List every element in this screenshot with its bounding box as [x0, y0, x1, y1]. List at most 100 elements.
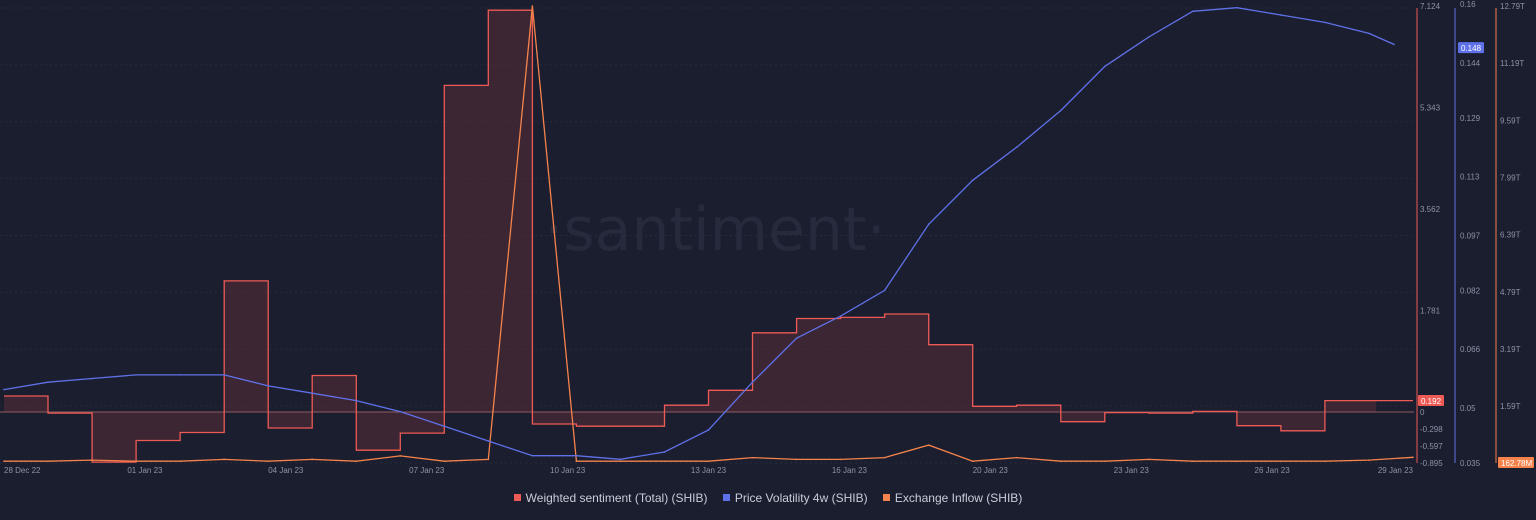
volatility-series	[3, 6, 1395, 461]
volatility-point	[267, 385, 269, 387]
legend-swatch-inflow	[882, 494, 890, 501]
volatility-point	[1059, 109, 1062, 112]
x-tick-label: 04 Jan 23	[268, 466, 304, 475]
volatility-point	[531, 454, 534, 457]
x-tick-label: 20 Jan 23	[973, 466, 1009, 475]
legend-label-inflow: Exchange Inflow (SHIB)	[894, 490, 1023, 505]
inflow-point	[1148, 458, 1150, 461]
inflow-point	[135, 460, 137, 463]
inflow-point	[1324, 460, 1326, 463]
inflow-point	[1368, 459, 1370, 461]
volatility-point	[1393, 43, 1395, 46]
volatility-point	[355, 399, 358, 402]
sentiment-tick-label: -0.597	[1420, 442, 1443, 451]
legend-label-volatility: Price Volatility 4w (SHIB)	[734, 490, 868, 505]
volatility-point	[1324, 21, 1326, 24]
volatility-point	[223, 374, 225, 376]
x-tick-label: 26 Jan 23	[1255, 466, 1291, 475]
inflow-point	[1192, 460, 1194, 463]
volatility-point	[399, 410, 402, 413]
inflow-point	[355, 460, 358, 463]
inflow-point	[1236, 460, 1238, 463]
volatility-tick-label: 0.097	[1460, 231, 1481, 240]
volatility-tick-label: 0.05	[1460, 404, 1476, 413]
volatility-point	[1103, 65, 1106, 68]
inflow-point	[663, 460, 666, 463]
inflow-point	[883, 456, 886, 459]
inflow-point	[3, 460, 5, 463]
sentiment-current-badge: 0.192	[1421, 397, 1442, 406]
inflow-point	[443, 460, 446, 463]
inflow-point	[795, 458, 798, 461]
inflow-point	[487, 458, 490, 461]
volatility-tick-label: 0.129	[1460, 114, 1481, 123]
inflow-tick-label: 7.99T	[1500, 174, 1521, 183]
inflow-point	[1015, 456, 1018, 459]
sentiment-tick-label: 3.562	[1420, 205, 1441, 214]
volatility-point	[1280, 14, 1282, 16]
legend-item-sentiment[interactable]: Weighted sentiment (Total) (SHIB)	[513, 490, 708, 505]
volatility-point	[707, 429, 710, 431]
x-tick-label: 29 Jan 23	[1378, 466, 1414, 475]
inflow-point	[47, 460, 49, 463]
inflow-current-badge: 162.78M	[1501, 459, 1532, 468]
inflow-point	[751, 456, 754, 459]
volatility-point	[1368, 32, 1370, 35]
inflow-tick-label: 12.79T	[1500, 2, 1525, 11]
volatility-point	[311, 392, 314, 395]
inflow-tick-label: 6.39T	[1500, 231, 1521, 240]
inflow-point	[619, 460, 622, 463]
inflow-tick-label: 3.19T	[1500, 345, 1521, 354]
volatility-current-badge: 0.148	[1461, 44, 1482, 53]
inflow-point	[399, 455, 402, 457]
sentiment-tick-label: 7.124	[1420, 2, 1441, 11]
legend-swatch-sentiment	[513, 494, 521, 501]
inflow-point	[1103, 460, 1106, 463]
volatility-point	[575, 454, 578, 457]
inflow-series	[3, 5, 1414, 463]
volatility-point	[663, 451, 666, 453]
inflow-point	[91, 459, 93, 461]
volatility-tick-label: 0.066	[1460, 345, 1481, 354]
volatility-current-badge-bg	[1458, 42, 1484, 54]
inflow-point	[179, 460, 181, 463]
legend-item-inflow[interactable]: Exchange Inflow (SHIB)	[882, 490, 1023, 505]
sentiment-tick-label: 5.343	[1420, 103, 1441, 112]
watermark: ·santiment·	[544, 195, 885, 265]
volatility-point	[47, 381, 49, 384]
volatility-point	[795, 337, 798, 339]
inflow-current-badge-bg	[1498, 457, 1534, 468]
inflow-point	[839, 458, 842, 461]
volatility-tick-label: 0.035	[1460, 459, 1481, 468]
inflow-point	[223, 458, 225, 461]
inflow-point	[1059, 460, 1062, 463]
inflow-point	[1412, 456, 1414, 459]
inflow-point	[267, 460, 269, 463]
volatility-point	[619, 458, 622, 461]
sentiment-tick-label: -0.895	[1420, 459, 1443, 468]
volatility-tick-label: 0.144	[1460, 59, 1481, 68]
volatility-point	[1148, 36, 1150, 38]
volatility-point	[1015, 146, 1018, 149]
legend-item-volatility[interactable]: Price Volatility 4w (SHIB)	[722, 490, 868, 505]
volatility-point	[1236, 6, 1238, 9]
volatility-point	[443, 425, 446, 428]
inflow-tick-label: 1.59T	[1500, 402, 1521, 411]
volatility-point	[883, 289, 886, 292]
inflow-point	[575, 460, 578, 463]
sentiment-series	[0, 9, 1414, 463]
sentiment-tick-label: 0	[1420, 408, 1425, 417]
volatility-point	[91, 377, 93, 380]
inflow-tick-label: 9.59T	[1500, 116, 1521, 125]
volatility-point	[179, 374, 181, 376]
legend-swatch-volatility	[722, 494, 730, 501]
volatility-point	[839, 315, 842, 317]
volatility-point	[927, 223, 930, 226]
inflow-point	[927, 444, 930, 446]
legend-label-sentiment: Weighted sentiment (Total) (SHIB)	[525, 490, 708, 505]
inflow-point	[707, 460, 710, 463]
volatility-point	[3, 388, 5, 391]
volatility-point	[751, 381, 754, 384]
inflow-tick-label: 4.79T	[1500, 288, 1521, 297]
